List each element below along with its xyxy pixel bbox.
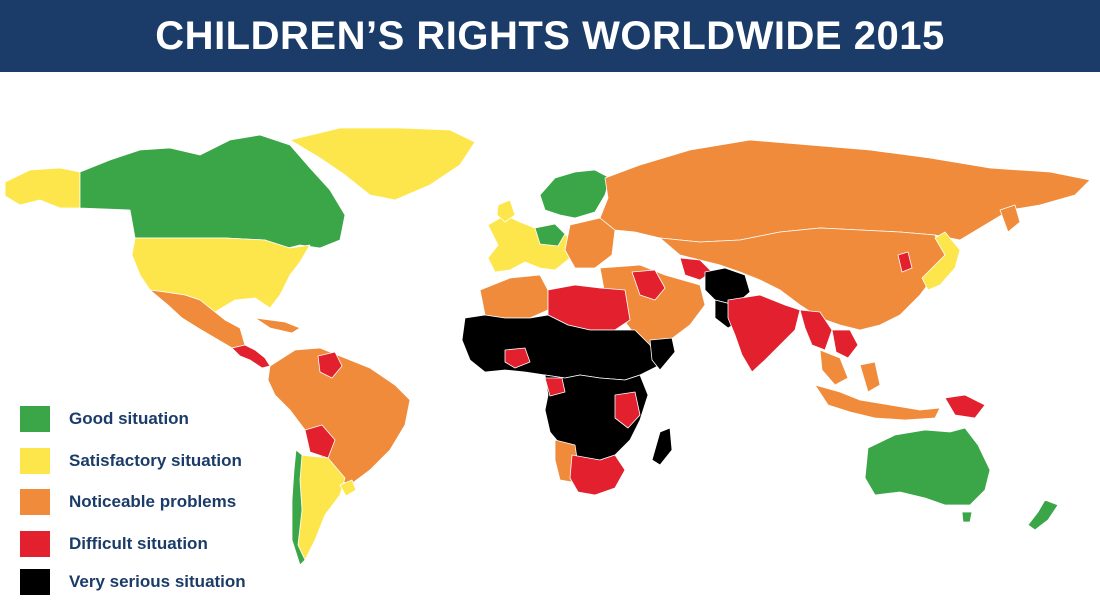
- region-horn-africa: [649, 337, 676, 371]
- region-iraq-syria: [631, 269, 666, 301]
- region-mexico: [149, 289, 246, 349]
- legend-label-difficult: Difficult situation: [69, 534, 208, 553]
- region-uk: [496, 199, 516, 223]
- region-madagascar: [651, 427, 673, 466]
- region-japan: [921, 231, 961, 291]
- region-myanmar: [799, 309, 833, 351]
- region-chile: [291, 449, 306, 566]
- region-usa: [131, 237, 311, 313]
- legend-label-noticeable: Noticeable problems: [69, 492, 237, 511]
- region-png: [944, 394, 986, 419]
- legend: Good situation Satisfactory situation No…: [20, 406, 340, 606]
- region-cameroon: [544, 377, 566, 397]
- legend-item-noticeable: Noticeable problems: [20, 489, 236, 515]
- legend-swatch-very-serious: [20, 569, 50, 595]
- region-caribbean: [254, 317, 301, 334]
- region-russia-east: [999, 204, 1021, 233]
- region-north-korea: [897, 251, 913, 273]
- world-map: [0, 72, 1100, 616]
- legend-item-satisfactory: Satisfactory situation: [20, 448, 242, 474]
- region-australia: [864, 427, 991, 506]
- region-canada: [79, 134, 346, 251]
- region-alaska: [4, 167, 81, 209]
- legend-item-very-serious: Very serious situation: [20, 569, 246, 595]
- legend-swatch-noticeable: [20, 489, 50, 515]
- region-central-america: [231, 344, 271, 369]
- region-south-america-north: [267, 347, 411, 486]
- region-scandinavia: [539, 169, 611, 219]
- legend-label-very-serious: Very serious situation: [69, 572, 246, 591]
- region-europe-west: [487, 214, 576, 273]
- region-north-africa-west: [479, 274, 549, 319]
- region-russia: [599, 139, 1091, 243]
- legend-label-good: Good situation: [69, 409, 189, 428]
- page-title: CHILDREN’S RIGHTS WORLDWIDE 2015: [155, 13, 945, 58]
- world-map-svg: [4, 127, 1091, 566]
- region-china: [659, 227, 946, 331]
- legend-item-good: Good situation: [20, 406, 189, 432]
- region-germany: [534, 223, 566, 247]
- region-nigeria: [504, 347, 531, 369]
- region-bolivia: [304, 424, 336, 459]
- region-kenya-tanzania: [614, 391, 641, 429]
- legend-swatch-difficult: [20, 531, 50, 557]
- region-new-zealand: [1027, 499, 1059, 531]
- region-uruguay: [339, 479, 357, 497]
- region-eastern-europe: [564, 217, 616, 269]
- legend-swatch-satisfactory: [20, 448, 50, 474]
- region-venezuela: [317, 351, 343, 379]
- legend-item-difficult: Difficult situation: [20, 531, 208, 557]
- region-india: [727, 294, 801, 373]
- title-banner: CHILDREN’S RIGHTS WORLDWIDE 2015: [0, 0, 1100, 72]
- region-southeast-asia: [831, 329, 859, 359]
- region-philippines: [859, 361, 881, 393]
- legend-swatch-good: [20, 406, 50, 432]
- region-greenland: [289, 127, 476, 201]
- region-tasmania: [961, 511, 973, 523]
- region-southern-africa: [569, 454, 626, 496]
- region-indonesia: [814, 384, 941, 421]
- region-indochina: [819, 349, 849, 386]
- legend-label-satisfactory: Satisfactory situation: [69, 451, 242, 470]
